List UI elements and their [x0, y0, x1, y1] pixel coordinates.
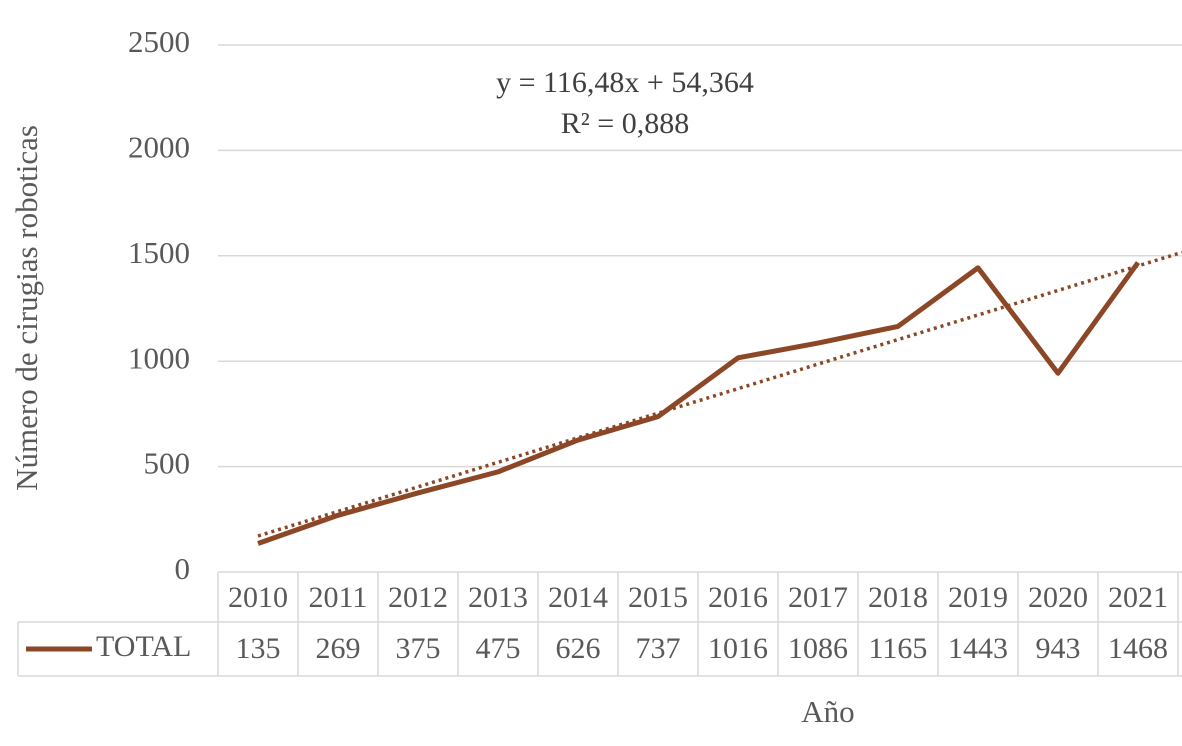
trend-equation: y = 116,48x + 54,364 [496, 66, 754, 99]
table-value: 1468 [1108, 632, 1168, 665]
y-axis-title: Número de cirugias roboticas [9, 125, 44, 491]
x-tick-label: 2015 [628, 581, 688, 614]
table-value: 1165 [869, 632, 928, 665]
y-tick-label: 0 [175, 551, 191, 586]
table-value: 475 [476, 632, 521, 665]
x-tick-label: 2010 [228, 581, 288, 614]
trend-r2: R² = 0,888 [561, 107, 689, 140]
x-tick-label: 2021 [1108, 581, 1168, 614]
table-value: 1443 [948, 632, 1008, 665]
y-tick-label: 2500 [128, 24, 190, 59]
y-tick-label: 1500 [128, 235, 190, 270]
table-value: 269 [316, 632, 361, 665]
x-tick-label: 2014 [548, 581, 608, 614]
x-axis-title: Año [801, 694, 854, 729]
table-value: 943 [1036, 632, 1081, 665]
x-tick-label: 2013 [468, 581, 528, 614]
x-tick-label: 2019 [948, 581, 1008, 614]
x-tick-label: 2011 [309, 581, 368, 614]
series-line [257, 261, 1141, 546]
x-tick-label: 2020 [1028, 581, 1088, 614]
table-value: 1086 [788, 632, 848, 665]
x-tick-label: 2012 [388, 581, 448, 614]
trendline [257, 250, 1182, 538]
table-value: 626 [556, 632, 601, 665]
y-tick-label: 500 [144, 446, 191, 481]
table-value: 1016 [708, 632, 768, 665]
y-tick-label: 2000 [128, 130, 190, 165]
x-tick-label: 2017 [788, 581, 848, 614]
table-value: 375 [396, 632, 441, 665]
y-tick-label: 1000 [128, 340, 190, 375]
table-value: 135 [236, 632, 281, 665]
x-tick-label: 2016 [708, 581, 768, 614]
x-tick-label: 2018 [868, 581, 928, 614]
legend-label: TOTAL [96, 630, 191, 663]
table-value: 737 [636, 632, 681, 665]
